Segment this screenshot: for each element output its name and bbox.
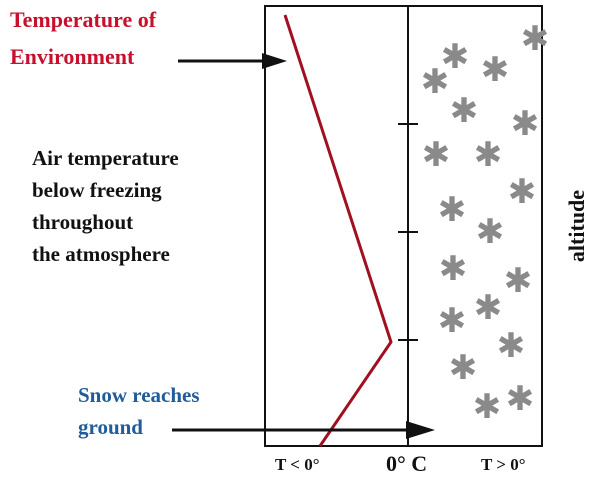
snowflake-icon: ✱ [474, 290, 503, 327]
air-description-line-1: Air temperature [32, 146, 179, 170]
altitude-label: altitude [564, 190, 589, 262]
air-temperature-description: Air temperature below freezing throughou… [32, 146, 179, 266]
snow-label-line-2: ground [78, 415, 143, 439]
snowflake-icon: ✱ [441, 39, 470, 76]
snowflake-icon: ✱ [422, 137, 451, 174]
axis-label-below-freezing: T < 0° [275, 455, 320, 474]
snowflake-icon: ✱ [439, 251, 468, 288]
snowflake-icon: ✱ [497, 328, 526, 365]
snow-ground-label-group: Snow reaches ground [78, 383, 435, 439]
axis-label-freezing: 0° C [386, 451, 427, 476]
air-description-line-2: below freezing [32, 178, 162, 202]
snowflake-icon: ✱ [474, 137, 503, 174]
snowflake-icon: ✱ [521, 21, 550, 58]
snowflake-icon: ✱ [438, 192, 467, 229]
snow-arrowhead [406, 421, 435, 439]
snow-label-line-1: Snow reaches [78, 383, 200, 407]
snowflake-icon: ✱ [473, 389, 502, 426]
air-description-line-3: throughout [32, 210, 133, 234]
environment-label-line-2: Environment [10, 44, 135, 69]
environment-temperature-line [283, 14, 393, 447]
axis-labels: T < 0° 0° C T > 0° [275, 451, 526, 476]
environment-label-group: Temperature of Environment [10, 7, 287, 69]
snowflake-icon: ✱ [481, 52, 510, 89]
environment-label-line-1: Temperature of [10, 7, 157, 32]
snowflake-icon: ✱ [476, 214, 505, 251]
snowflake-icon: ✱ [506, 381, 535, 418]
snowflake-icon: ✱ [438, 303, 467, 340]
snowflake-field: ✱ ✱ ✱ ✱ ✱ ✱ ✱ ✱ ✱ ✱ ✱ ✱ ✱ ✱ ✱ ✱ ✱ ✱ ✱ [421, 21, 550, 426]
snowflake-icon: ✱ [504, 263, 533, 300]
diagram-box [264, 5, 543, 447]
air-description-line-4: the atmosphere [32, 242, 170, 266]
snowflake-icon: ✱ [421, 64, 450, 101]
snowflake-icon: ✱ [449, 350, 478, 387]
snowflake-icon: ✱ [508, 174, 537, 211]
diagram-frame [264, 5, 543, 447]
axis-label-above-freezing: T > 0° [481, 455, 526, 474]
snowflake-icon: ✱ [511, 106, 540, 143]
environment-arrowhead [262, 53, 287, 69]
snowflake-icon: ✱ [450, 93, 479, 130]
